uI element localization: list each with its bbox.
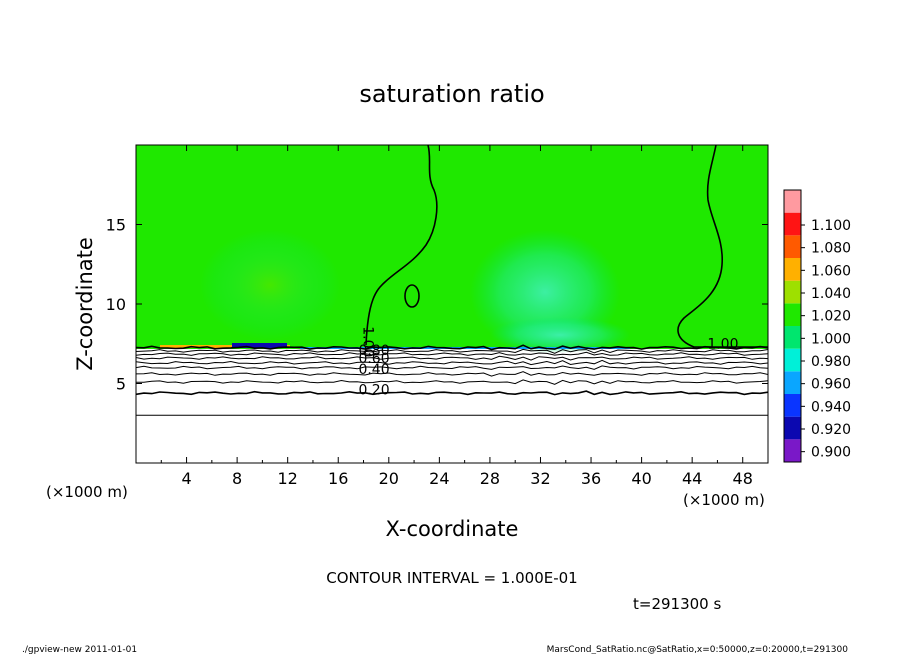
contour-line-0-7 (136, 355, 768, 361)
colorbar-swatch (784, 439, 801, 462)
x-tick-label: 24 (429, 469, 449, 488)
colorbar-label: 1.060 (811, 263, 851, 279)
x-unit-right: (×1000 m) (683, 491, 765, 509)
x-tick-label: 20 (379, 469, 399, 488)
time-stamp: t=291300 s (633, 595, 721, 613)
colorbar-label: 0.900 (811, 445, 851, 461)
x-tick-label: 32 (530, 469, 550, 488)
contour-label: 0.20 (358, 383, 389, 399)
colorbar-swatch (784, 416, 801, 440)
x-tick-label: 40 (631, 469, 651, 488)
colorbar-swatch (784, 394, 801, 417)
x-tick-label: 48 (733, 469, 753, 488)
contour-labels: 0.200.400.600.801.00 1.00 (358, 326, 738, 399)
colorbar-swatch (784, 280, 801, 304)
contour-line-1 (136, 344, 768, 351)
x-tick-label: 8 (232, 469, 242, 488)
colorbar-label: 1.000 (811, 331, 851, 347)
contour-label: 0.80 (358, 343, 389, 359)
colorbar-swatch (784, 348, 801, 372)
colorbar-label: 0.980 (811, 354, 851, 370)
contour-1-00-island (404, 284, 420, 308)
contour-interval-note: CONTOUR INTERVAL = 1.000E-01 (326, 569, 577, 587)
chart-title: saturation ratio (359, 80, 544, 108)
contour-lines (136, 344, 768, 416)
colorbar-label: 0.920 (811, 422, 851, 438)
x-tick-label: 44 (682, 469, 702, 488)
contour-line-0-2 (136, 390, 768, 396)
colorbar-swatch (784, 190, 801, 213)
contour-1-00-center (365, 145, 438, 346)
colorbar-swatch (784, 258, 801, 281)
colorbar-frame (783, 189, 802, 463)
shading-area-center-low (490, 317, 630, 353)
contour-line-0-5 (136, 365, 768, 370)
contour-line-0-9 (136, 348, 768, 354)
colorbar-label: 1.080 (811, 241, 851, 257)
colorbar-label: 1.040 (811, 286, 851, 302)
subsaturated-region (136, 349, 768, 463)
shading-area-left (200, 230, 340, 340)
contour-label: 0.40 (358, 362, 389, 378)
contour-1-00-right (677, 145, 768, 348)
x-tick-label: 4 (181, 469, 191, 488)
footer-right: MarsCond_SatRatio.nc@SatRatio,x=0:50000,… (547, 645, 849, 654)
colorbar-label: 0.960 (811, 377, 851, 393)
x-tick-label: 28 (480, 469, 500, 488)
plot-area: 0.200.400.600.801.00 1.00 (136, 145, 768, 463)
colorbar-label: 1.100 (811, 218, 851, 234)
colorbar-swatch (784, 303, 801, 326)
y-tick-label: 5 (116, 375, 126, 394)
y-tick-label: 15 (106, 216, 126, 235)
x-unit-left: (×1000 m) (46, 483, 128, 501)
interface-band-dark (232, 343, 287, 348)
footer-left: ./gpview-new 2011-01-01 (22, 645, 137, 654)
x-tick-label: 36 (581, 469, 601, 488)
contour-line-0-4 (136, 371, 768, 377)
y-tick-label: 10 (106, 295, 126, 314)
colorbar: 0.900 0.920 0.940 0.960 0.980 1.000 1.020 1.040… (783, 189, 851, 463)
contour-line-0-6 (136, 359, 768, 366)
y-axis: 5 10 15 (106, 216, 768, 394)
contour-label: 1.00 (360, 326, 376, 357)
colorbar-swatch (784, 326, 801, 349)
colorbar-label: 0.940 (811, 399, 851, 415)
x-tick-label: 12 (278, 469, 298, 488)
contour-line-0-3 (136, 379, 768, 385)
colorbar-swatch (784, 235, 801, 258)
colorbar-swatch (784, 212, 801, 236)
x-axis-label: X-coordinate (386, 517, 519, 541)
colorbar-label: 1.020 (811, 309, 851, 325)
colorbar-swatch (784, 371, 801, 394)
x-axis: 4 8 12 16 20 24 28 32 36 40 44 48 (160, 145, 753, 488)
contour-label: 0.60 (358, 351, 389, 367)
contour-line-0-8 (136, 351, 768, 356)
x-tick-label: 16 (328, 469, 348, 488)
y-axis-label: Z-coordinate (73, 237, 97, 371)
interface-band-orange (160, 345, 290, 348)
contour-label: 1.00 (707, 337, 738, 353)
